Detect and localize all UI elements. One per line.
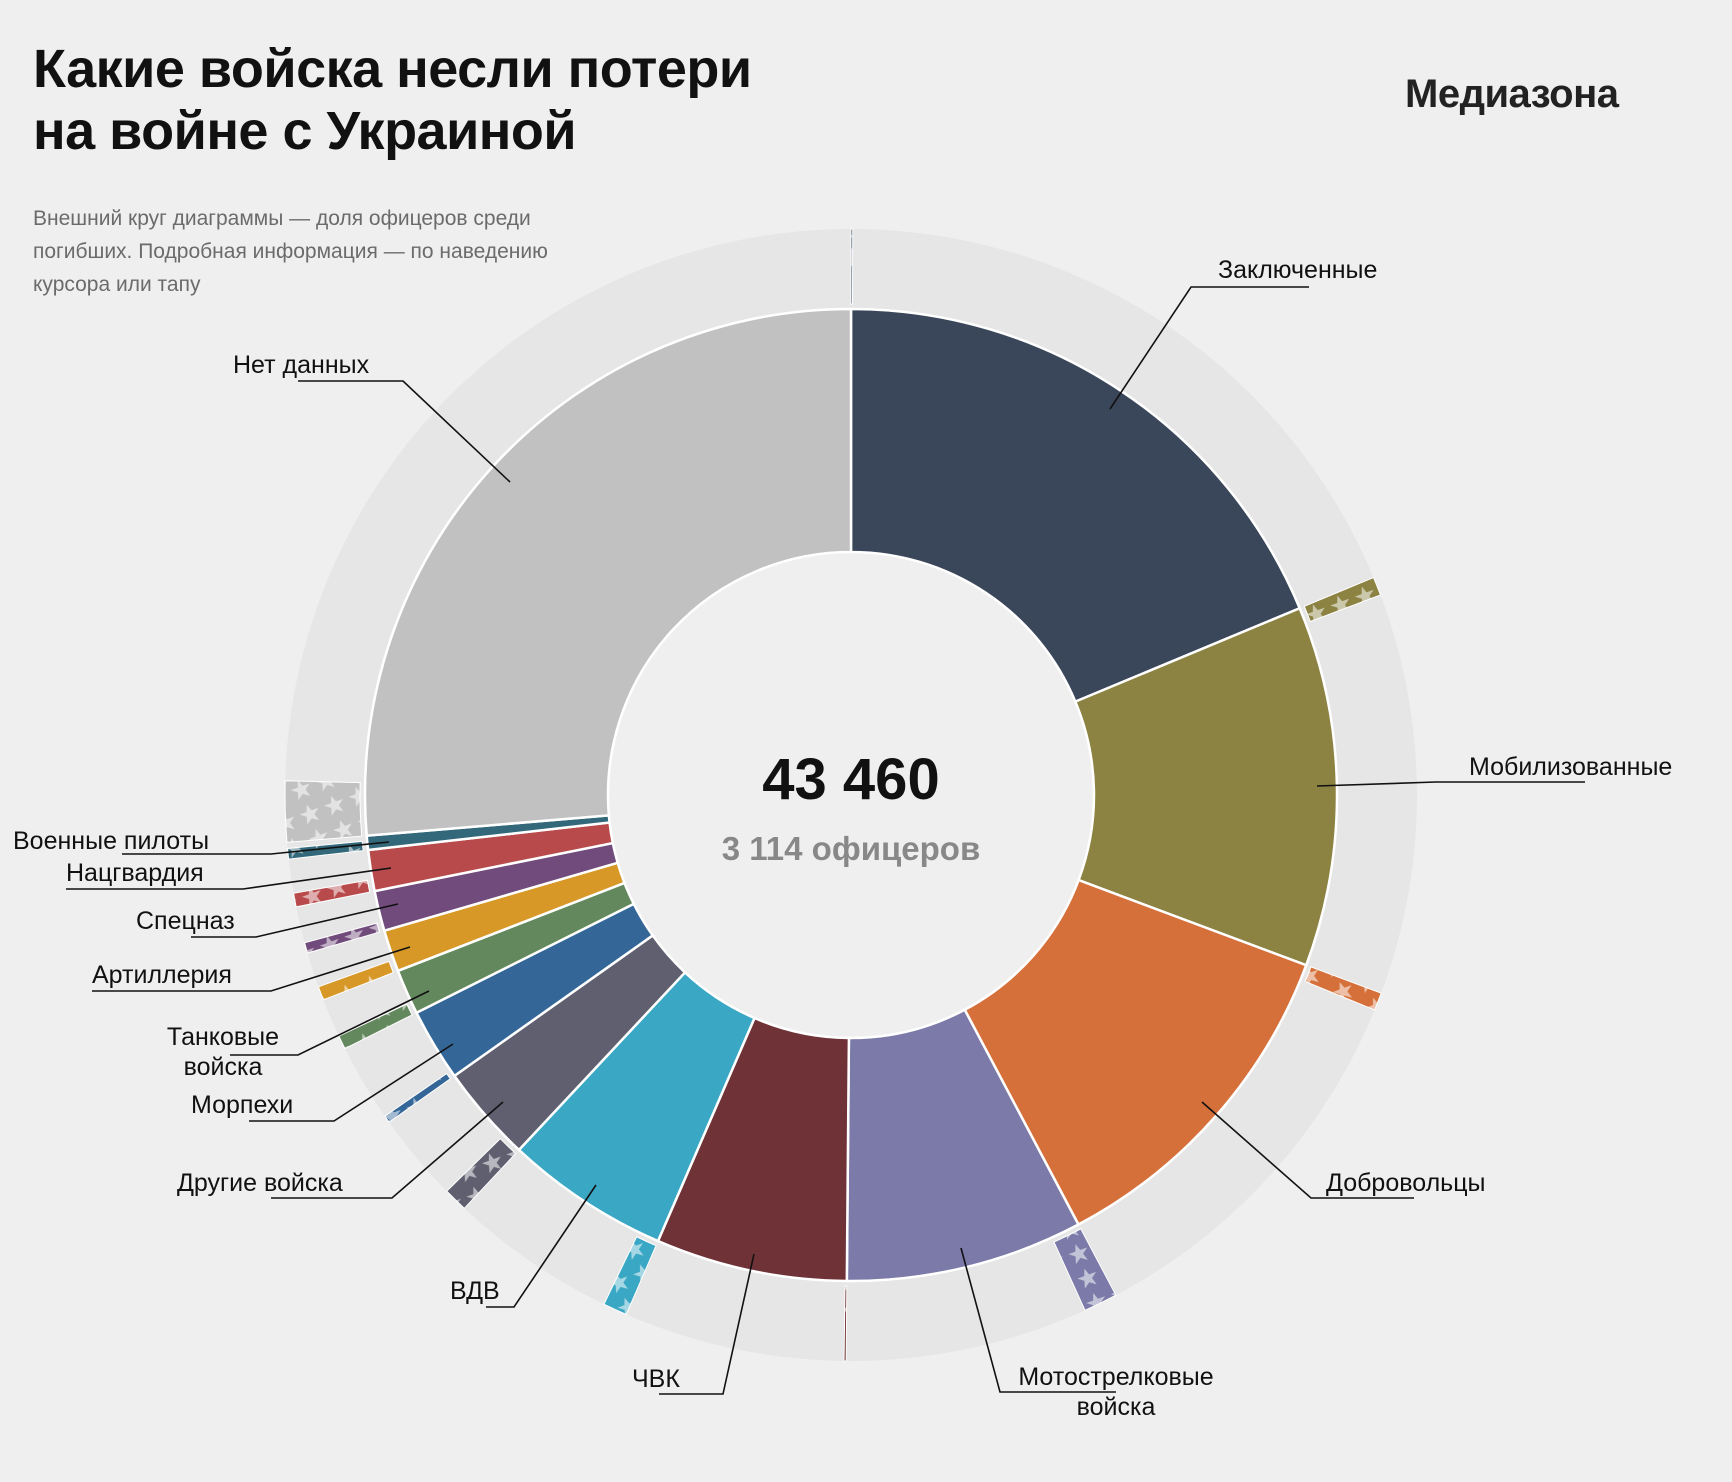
label-voennye-piloty[interactable]: Военные пилоты (13, 827, 210, 855)
title-line-2: на войне с Украиной (33, 101, 577, 161)
label-tankovye-line1: Танковые (166, 1023, 280, 1051)
label-natsgvardiya[interactable]: Нацгвардия (66, 859, 204, 887)
officer-arc-Заключенные[interactable] (850, 228, 854, 305)
chart-subtitle: Внешний круг диаграммы — доля офицеров с… (33, 207, 548, 296)
star-icon-pattern (338, 1004, 413, 1049)
chart-title: Какие войска несли потери на войне с Укр… (33, 38, 752, 162)
label-mobilizovannye[interactable]: Мобилизованные (1469, 753, 1673, 781)
leader-line-Заключенные (1109, 286, 1309, 410)
segment-Заключенные[interactable] (849, 307, 1302, 704)
segment-2[interactable] (963, 878, 1308, 1227)
title-line-1: Какие войска несли потери (33, 39, 752, 99)
segment-1[interactable] (1073, 606, 1339, 967)
leader-line-Другие войска (271, 1101, 504, 1199)
officer-arc-Нет данных[interactable] (284, 780, 363, 843)
leader-line-Мотострелковые войска (960, 1247, 1116, 1393)
star-icon-pattern (318, 961, 394, 1000)
leader-line-Нацгвардия (66, 867, 392, 890)
leader-line-Танковые войска (230, 990, 430, 1056)
star-icon-pattern (1305, 966, 1382, 1010)
officer-arc-Добровольцы[interactable] (1304, 966, 1382, 1011)
officer-arc-Мобилизованные[interactable] (1303, 576, 1382, 623)
segment-Мобилизованные[interactable] (1073, 606, 1339, 967)
segment-13[interactable] (363, 307, 853, 838)
label-zaklyuchennye[interactable]: Заключенные (1218, 256, 1378, 284)
leader-line-Мобилизованные (1316, 781, 1585, 787)
mediazona-logo: Медиазона (1405, 72, 1619, 116)
star-icon-pattern (384, 1073, 451, 1123)
label-morpekhi[interactable]: Морпехи (191, 1091, 294, 1119)
label-net-dannykh[interactable]: Нет данных (233, 351, 370, 379)
leader-line-ВДВ (486, 1184, 597, 1308)
leader-line-Нет данных (298, 380, 511, 483)
leader-line-Артиллерия (92, 946, 411, 992)
star-icon-pattern (293, 880, 370, 907)
label-tankovye[interactable]: Танковые войска (158, 1022, 288, 1082)
leader-line-Спецназ (191, 903, 399, 938)
label-tankovye-line2: войска (183, 1053, 263, 1081)
officer-arc-ЧВК[interactable] (843, 1285, 848, 1362)
label-chvk[interactable]: ЧВК (632, 1365, 680, 1393)
star-icon-pattern (446, 1138, 516, 1209)
star-icon-pattern (304, 923, 380, 953)
star-icon-pattern (603, 1236, 657, 1315)
star-icon-pattern (1054, 1228, 1116, 1311)
center-total-deaths: 43 460 (762, 747, 940, 812)
donut-hole (608, 552, 1094, 1038)
leader-line-Военные пилоты (122, 841, 390, 855)
officer-arc-Артиллерия[interactable] (317, 960, 394, 1001)
star-icon-pattern (844, 1285, 847, 1361)
officer-arc-Мотострелковые войска[interactable] (1053, 1228, 1117, 1312)
officer-arc-ВДВ[interactable] (603, 1236, 657, 1316)
label-vdv[interactable]: ВДВ (450, 1277, 500, 1305)
segment-Добровольцы[interactable] (963, 878, 1308, 1227)
star-icon-pattern (851, 229, 853, 305)
star-icon-pattern (1304, 577, 1381, 622)
officer-arc-Нацгвардия[interactable] (293, 879, 371, 908)
officer-arc-Морпехи[interactable] (384, 1072, 452, 1123)
leader-line-ЧВК (659, 1253, 755, 1395)
center-officers-count: 3 114 офицеров (721, 830, 981, 867)
label-motostrelkovye[interactable]: Мотострелковые войска (1005, 1362, 1227, 1422)
label-motostrelkovye-line1: Мотострелковые (1018, 1363, 1214, 1391)
label-drugie-voiska[interactable]: Другие войска (177, 1169, 343, 1197)
officer-arc-Танковые войска[interactable] (338, 1003, 413, 1050)
segment-0[interactable] (849, 307, 1302, 704)
leader-line-Морпехи (249, 1043, 454, 1122)
star-icon-pattern (284, 780, 362, 843)
officer-arc-Спецназ[interactable] (304, 922, 381, 954)
label-dobrovoltsy[interactable]: Добровольцы (1326, 1169, 1486, 1197)
label-artilleriya[interactable]: Артиллерия (92, 961, 232, 989)
officer-arc-Другие войска[interactable] (446, 1137, 517, 1210)
segment-Нет данных[interactable] (363, 307, 853, 838)
leader-line-Добровольцы (1201, 1101, 1414, 1199)
label-motostrelkovye-line2: войска (1076, 1393, 1156, 1421)
label-spetsnaz[interactable]: Спецназ (136, 907, 235, 935)
